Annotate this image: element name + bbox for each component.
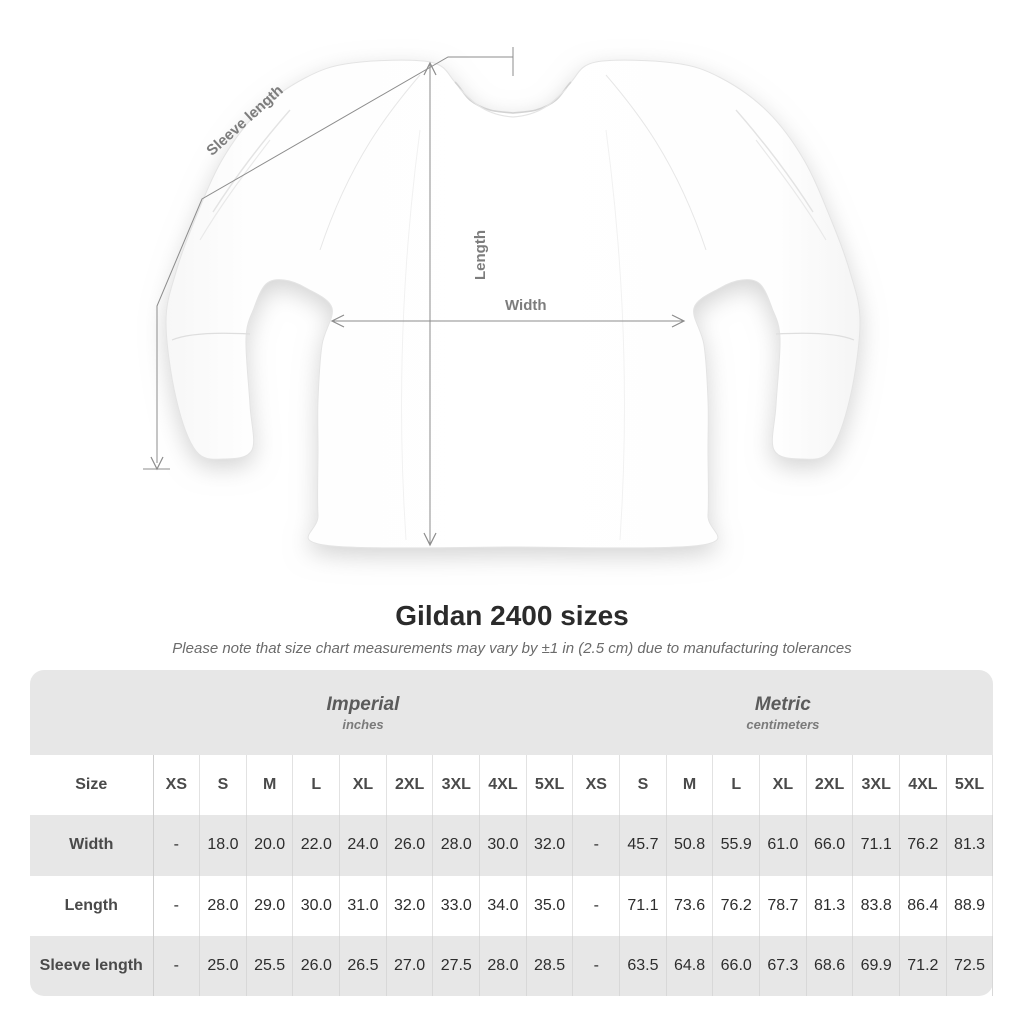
svg-text:Width: Width — [505, 297, 547, 314]
svg-text:Length: Length — [472, 230, 489, 280]
